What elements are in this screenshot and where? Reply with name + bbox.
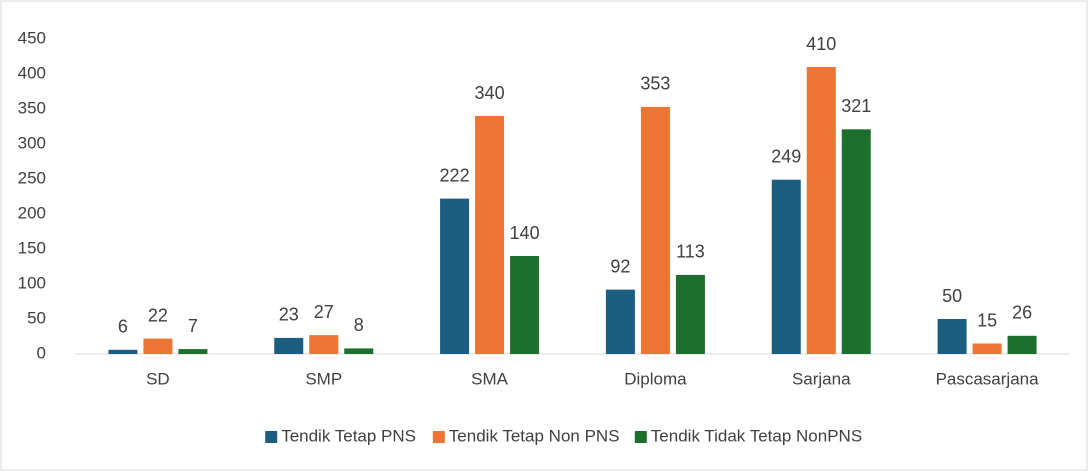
y-tick-label: 0 bbox=[37, 343, 46, 362]
x-tick-label: Pascasarjana bbox=[936, 369, 1040, 388]
bar bbox=[309, 335, 339, 354]
x-tick-label: Diploma bbox=[624, 369, 687, 388]
value-label: 140 bbox=[510, 223, 540, 243]
x-tick-label: SD bbox=[146, 369, 170, 388]
value-label: 15 bbox=[977, 310, 997, 330]
bar bbox=[108, 349, 138, 354]
bar bbox=[1007, 335, 1037, 354]
value-label: 92 bbox=[610, 256, 630, 276]
bar bbox=[274, 337, 304, 354]
bar bbox=[143, 338, 173, 354]
bar bbox=[640, 106, 670, 355]
value-label: 113 bbox=[676, 242, 705, 262]
value-label: 7 bbox=[188, 316, 198, 336]
bar bbox=[675, 274, 705, 354]
x-tick-label: SMA bbox=[471, 369, 509, 388]
bar bbox=[475, 116, 505, 354]
bar bbox=[972, 343, 1002, 354]
bar bbox=[806, 67, 836, 354]
y-tick-label: 150 bbox=[18, 238, 46, 257]
value-label: 222 bbox=[440, 165, 470, 185]
y-tick-label: 300 bbox=[18, 133, 46, 152]
bar bbox=[841, 129, 871, 354]
legend-swatch bbox=[634, 431, 647, 443]
bar bbox=[771, 179, 801, 354]
value-label: 340 bbox=[475, 83, 505, 103]
x-tick-label: Sarjana bbox=[792, 369, 851, 388]
value-label: 321 bbox=[841, 96, 871, 116]
value-label: 249 bbox=[771, 146, 801, 166]
bar bbox=[605, 289, 635, 354]
value-label: 27 bbox=[314, 302, 334, 322]
value-label: 6 bbox=[118, 317, 128, 337]
value-label: 22 bbox=[148, 305, 168, 325]
value-label: 8 bbox=[354, 315, 364, 335]
y-tick-label: 450 bbox=[18, 28, 46, 47]
y-tick-label: 100 bbox=[18, 273, 46, 292]
bar bbox=[937, 319, 967, 354]
bar bbox=[178, 349, 208, 354]
y-tick-label: 350 bbox=[18, 98, 46, 117]
bar bbox=[440, 198, 470, 354]
bar bbox=[510, 256, 540, 354]
legend-label: Tendik Tidak Tetap NonPNS bbox=[651, 426, 862, 445]
bar bbox=[344, 348, 374, 354]
value-label: 353 bbox=[640, 74, 670, 94]
value-label: 50 bbox=[942, 286, 962, 306]
y-tick-label: 250 bbox=[18, 168, 46, 187]
value-label: 410 bbox=[806, 34, 836, 54]
y-tick-label: 50 bbox=[27, 308, 46, 327]
legend-label: Tendik Tetap PNS bbox=[281, 426, 416, 445]
x-tick-label: SMP bbox=[305, 369, 342, 388]
y-tick-label: 400 bbox=[18, 63, 46, 82]
legend-label: Tendik Tetap Non PNS bbox=[449, 426, 620, 445]
legend-swatch bbox=[432, 431, 445, 443]
y-tick-label: 200 bbox=[18, 203, 46, 222]
value-label: 26 bbox=[1012, 303, 1032, 323]
value-label: 23 bbox=[279, 305, 299, 325]
legend-swatch bbox=[265, 431, 278, 443]
